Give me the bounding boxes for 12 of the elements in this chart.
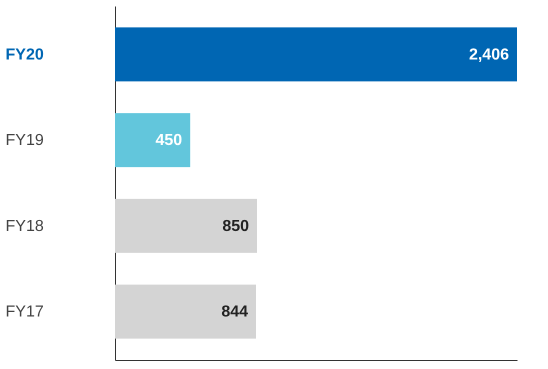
bar xyxy=(115,27,517,82)
data-label: 2,406 xyxy=(468,46,510,64)
y-tick-label: FY17 xyxy=(6,304,44,321)
data-label: 844 xyxy=(221,304,248,321)
data-label: 850 xyxy=(222,218,250,235)
bar xyxy=(115,113,190,168)
bar xyxy=(115,284,256,339)
y-tick-label: FY20 xyxy=(6,46,44,64)
bar xyxy=(115,198,258,253)
y-tick-label: FY18 xyxy=(6,218,44,235)
y-tick-label: FY19 xyxy=(6,132,44,150)
data-label: 450 xyxy=(155,132,182,150)
